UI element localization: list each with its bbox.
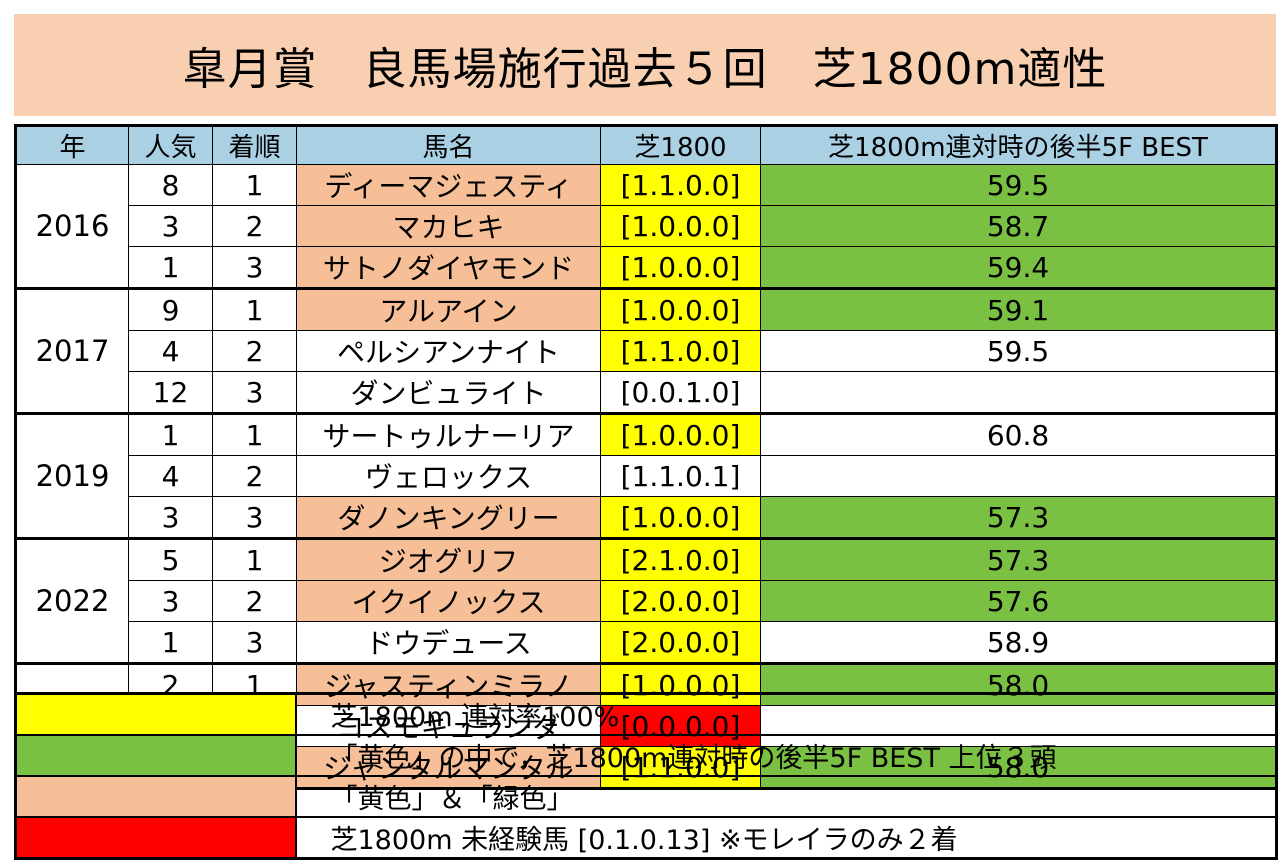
legend-text: 「黄色」の中で，芝1800m連対時の後半5F BEST 上位３頭 [294,734,1278,777]
legend-row: 芝1800m 未経験馬 [0.1.0.13] ※モレイラのみ２着 [14,816,1278,860]
table-row: 3 2 イクイノックス [2.0.0.0] 57.6 [16,580,1277,622]
table-row: 2016 8 1 ディーマジェスティ [1.1.0.0] 59.5 [15,164,1277,289]
col-header-record: 芝1800 [600,125,761,165]
finish-cell: 2 [212,330,297,372]
horse-name-cell: ヴェロックス [296,455,601,497]
best-5f-cell: 59.5 [760,330,1277,372]
col-header-year: 年 [15,125,129,165]
legend-swatch [14,734,297,777]
popularity-cell: 9 [128,287,213,331]
legend-swatch [14,775,297,818]
horse-name-cell: イクイノックス [296,580,601,622]
finish-cell: 1 [212,164,297,206]
finish-cell: 2 [212,455,297,497]
record-cell: [1.0.0.0] [600,412,761,456]
legend-swatch [14,692,297,736]
best-5f-cell: 57.3 [760,496,1277,539]
table-row: 2019 1 1 サートゥルナーリア [1.0.0.0] 60.8 [15,412,1277,539]
year-cell: 2017 [15,287,129,414]
col-header-horse: 馬名 [296,125,601,165]
table-row: 2017 9 1 アルアイン [1.0.0.0] 59.1 [15,287,1277,414]
popularity-cell: 3 [128,580,213,622]
horse-name-cell: ドウデュース [296,621,601,664]
legend-text: 「黄色」＆「緑色」 [294,775,1278,818]
record-cell: [1.0.0.0] [600,496,761,539]
finish-cell: 1 [212,537,297,581]
popularity-cell: 1 [128,412,213,456]
finish-cell: 1 [212,412,297,456]
record-cell: [1.0.0.0] [600,287,761,331]
popularity-cell: 4 [128,455,213,497]
record-cell: [1.1.0.0] [600,330,761,372]
best-5f-cell: 59.5 [760,164,1277,206]
record-cell: [1.1.0.1] [600,455,761,497]
table-row: 3 2 マカヒキ [1.0.0.0] 58.7 [16,205,1277,247]
finish-cell: 3 [212,246,297,289]
horse-name-cell: サトノダイヤモンド [296,246,601,289]
finish-cell: 3 [212,621,297,664]
best-5f-cell [760,455,1277,497]
col-header-best: 芝1800m連対時の後半5F BEST [760,125,1277,165]
table-row: 1 3 サトノダイヤモンド [1.0.0.0] 59.4 [16,246,1277,289]
table-row: 12 3 ダンビュライト [0.0.1.0] [16,371,1277,414]
table-header-row: 年 人気 着順 馬名 芝1800 芝1800m連対時の後半5F BEST [15,125,1277,165]
table-row: 4 2 ヴェロックス [1.1.0.1] [16,455,1277,497]
results-table: 年 人気 着順 馬名 芝1800 芝1800m連対時の後半5F BEST 201… [14,124,1278,790]
legend-text: 芝1800m 連対率100% [294,692,1278,736]
horse-name-cell: サートゥルナーリア [296,412,601,456]
horse-name-cell: ダンビュライト [296,371,601,414]
horse-name-cell: アルアイン [296,287,601,331]
finish-cell: 3 [212,371,297,414]
best-5f-cell: 59.1 [760,287,1277,331]
table-row: 1 3 ドウデュース [2.0.0.0] 58.9 [16,621,1277,664]
best-5f-cell [760,371,1277,414]
horse-name-cell: マカヒキ [296,205,601,247]
best-5f-cell: 59.4 [760,246,1277,289]
col-header-popularity: 人気 [128,125,213,165]
finish-cell: 1 [212,287,297,331]
horse-name-cell: ディーマジェスティ [296,164,601,206]
popularity-cell: 12 [128,371,213,414]
record-cell: [2.1.0.0] [600,537,761,581]
popularity-cell: 8 [128,164,213,206]
record-cell: [1.0.0.0] [600,246,761,289]
legend-swatch [14,816,297,860]
best-5f-cell: 57.6 [760,580,1277,622]
record-cell: [2.0.0.0] [600,580,761,622]
legend-text: 芝1800m 未経験馬 [0.1.0.13] ※モレイラのみ２着 [294,816,1278,860]
popularity-cell: 3 [128,496,213,539]
finish-cell: 3 [212,496,297,539]
col-header-finish: 着順 [212,125,297,165]
finish-cell: 2 [212,205,297,247]
best-5f-cell: 58.9 [760,621,1277,664]
year-cell: 2022 [15,537,129,664]
legend-row: 「黄色」の中で，芝1800m連対時の後半5F BEST 上位３頭 [14,734,1278,777]
legend-row: 「黄色」＆「緑色」 [14,775,1278,818]
page-title: 皐月賞 良馬場施行過去５回 芝1800m適性 [14,14,1276,116]
record-cell: [0.0.1.0] [600,371,761,414]
finish-cell: 2 [212,580,297,622]
best-5f-cell: 57.3 [760,537,1277,581]
popularity-cell: 3 [128,205,213,247]
popularity-cell: 5 [128,537,213,581]
popularity-cell: 4 [128,330,213,372]
year-cell: 2016 [15,164,129,289]
year-cell: 2019 [15,412,129,539]
popularity-cell: 1 [128,621,213,664]
record-cell: [1.0.0.0] [600,205,761,247]
table-row: 2022 5 1 ジオグリフ [2.1.0.0] 57.3 [15,537,1277,664]
best-5f-cell: 60.8 [760,412,1277,456]
best-5f-cell: 58.7 [760,205,1277,247]
horse-name-cell: ペルシアンナイト [296,330,601,372]
legend-table: 芝1800m 連対率100% 「黄色」の中で，芝1800m連対時の後半5F BES… [14,692,1278,860]
table-row: 3 3 ダノンキングリー [1.0.0.0] 57.3 [16,496,1277,539]
popularity-cell: 1 [128,246,213,289]
legend-row: 芝1800m 連対率100% [14,692,1278,736]
table-row: 4 2 ペルシアンナイト [1.1.0.0] 59.5 [16,330,1277,372]
horse-name-cell: ジオグリフ [296,537,601,581]
record-cell: [1.1.0.0] [600,164,761,206]
horse-name-cell: ダノンキングリー [296,496,601,539]
record-cell: [2.0.0.0] [600,621,761,664]
